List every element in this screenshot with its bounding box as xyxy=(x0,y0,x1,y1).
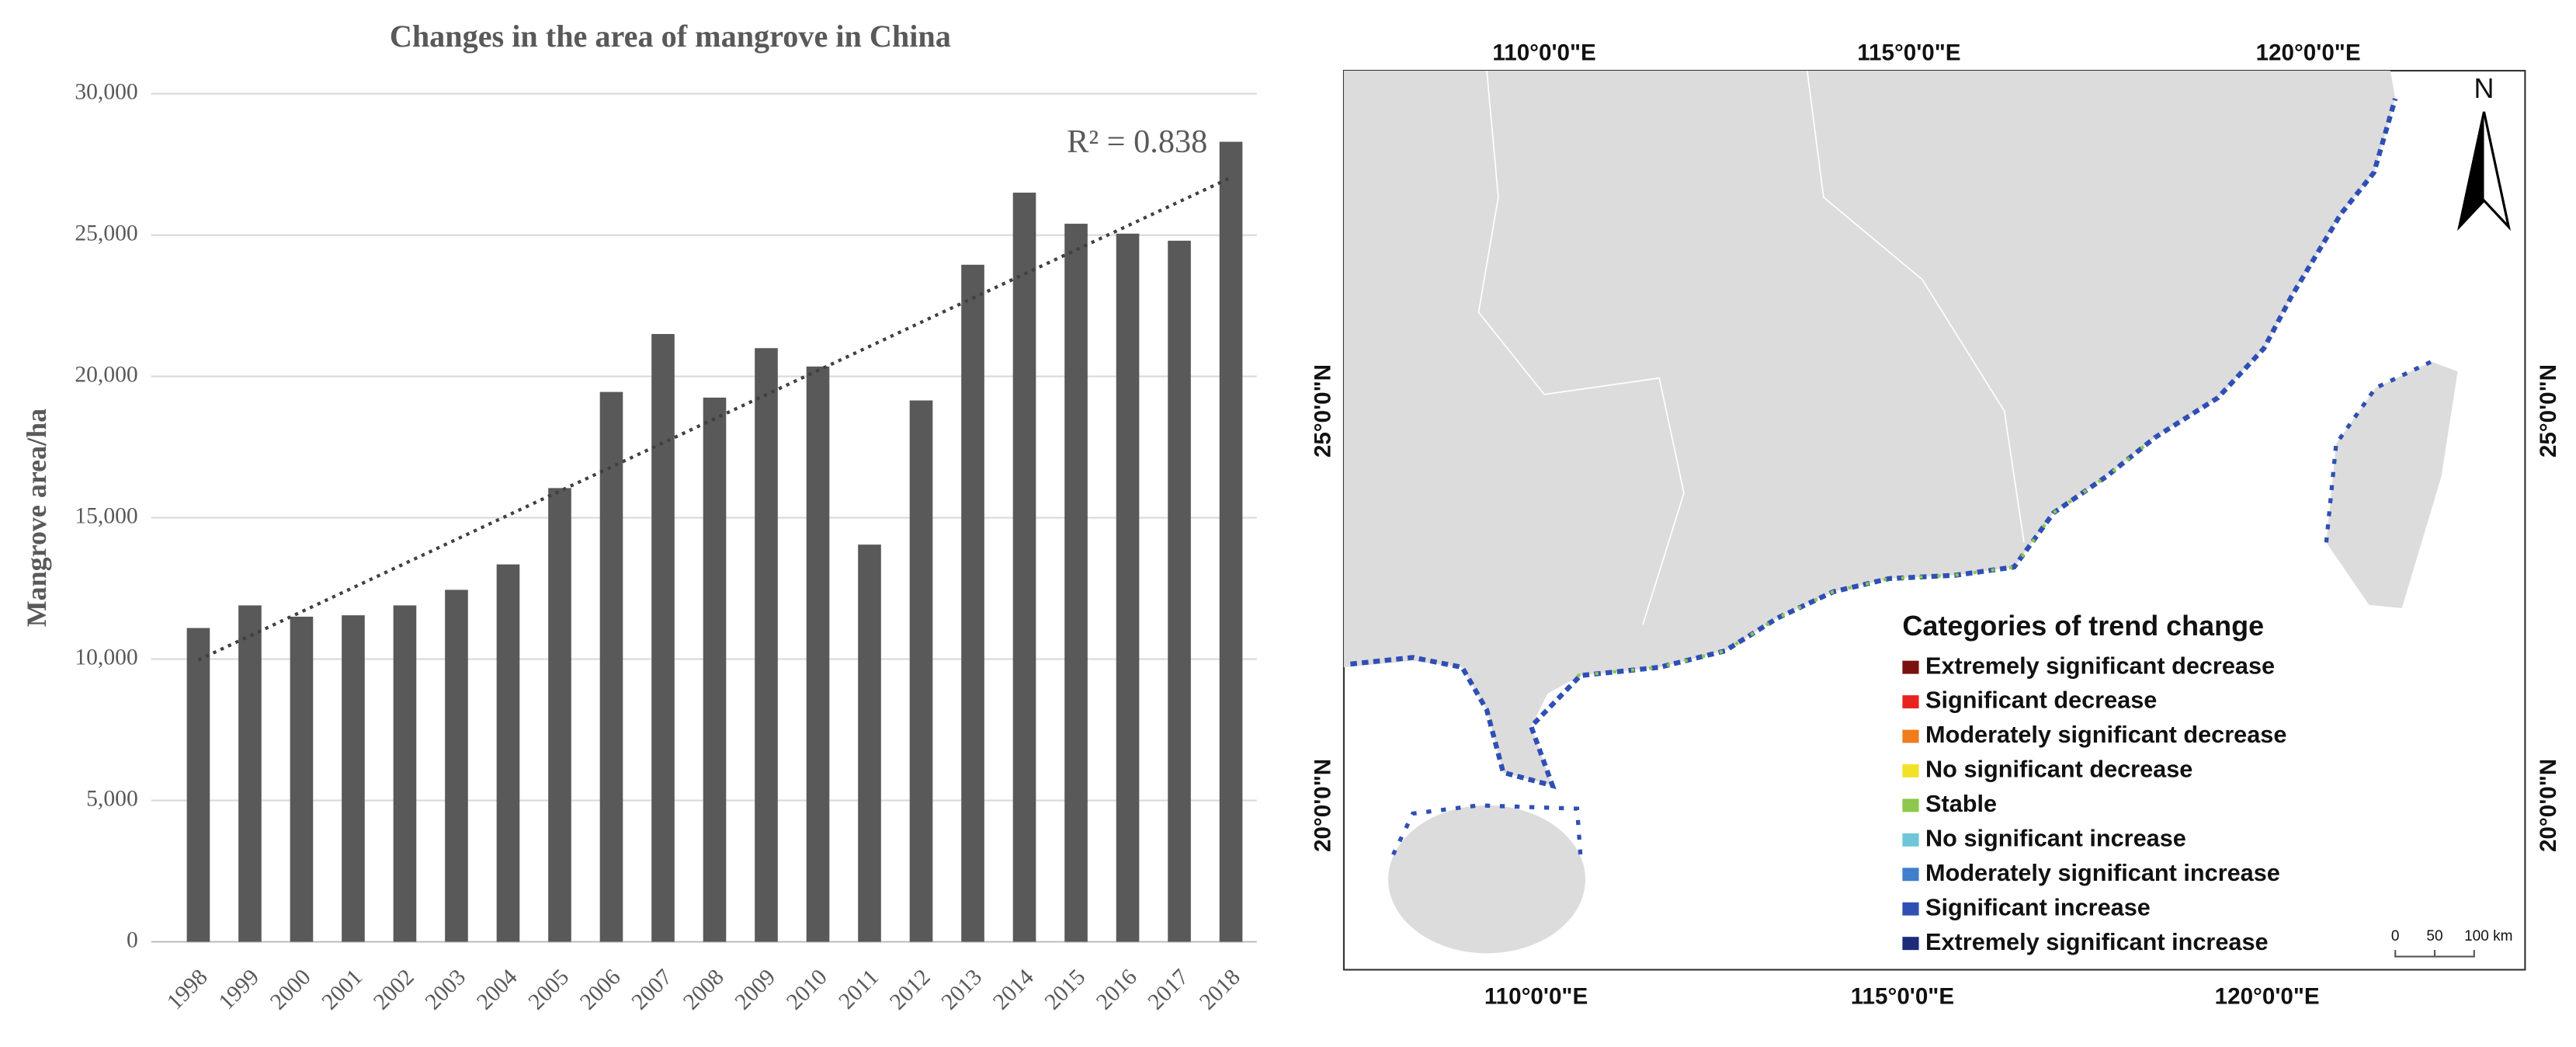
x-tick-label: 2007 xyxy=(627,965,678,1015)
bar xyxy=(393,605,417,942)
bar xyxy=(238,605,262,942)
y-tick-label: 30,000 xyxy=(75,79,137,104)
x-tick-label: 2003 xyxy=(421,965,471,1015)
trendline xyxy=(197,176,1232,662)
latitude-label: 25°0'0"N xyxy=(1310,364,1335,457)
y-tick-label: 25,000 xyxy=(75,221,137,245)
mainland xyxy=(1343,71,2396,786)
x-tick-label: 2008 xyxy=(679,965,729,1015)
bar xyxy=(755,348,778,942)
bar xyxy=(806,366,830,942)
legend-swatch xyxy=(1902,660,1919,674)
longitude-label: 120°0'0"E xyxy=(2215,983,2320,1009)
longitude-label: 115°0'0"E xyxy=(1857,40,1960,66)
x-tick-label: 2012 xyxy=(885,965,936,1015)
legend-label: Extremely significant decrease xyxy=(1925,652,2275,679)
y-tick-label: 15,000 xyxy=(75,503,137,528)
legend-label: No significant increase xyxy=(1925,824,2186,851)
bar xyxy=(909,400,933,942)
x-tick-label: 2010 xyxy=(782,965,832,1015)
bar xyxy=(496,564,520,942)
bar xyxy=(548,488,571,942)
legend-label: Extremely significant increase xyxy=(1925,928,2269,955)
longitude-label: 120°0'0"E xyxy=(2256,40,2361,66)
x-tick-label: 2009 xyxy=(731,965,781,1015)
x-tick-label: 2015 xyxy=(1040,965,1091,1015)
x-tick-label: 2011 xyxy=(834,965,884,1014)
bar xyxy=(703,397,727,942)
bar xyxy=(651,334,675,942)
coast-marks xyxy=(1350,98,2398,790)
x-tick-label: 2000 xyxy=(266,965,316,1015)
coast-marks xyxy=(1391,803,1583,856)
bar xyxy=(186,628,210,942)
x-tick-label: 2014 xyxy=(988,965,1039,1015)
hainan xyxy=(1388,805,1586,954)
x-tick-label: 2002 xyxy=(369,965,419,1015)
scale-label: 50 xyxy=(2426,928,2442,944)
longitude-label: 115°0'0"E xyxy=(1851,983,1954,1009)
bar xyxy=(1168,240,1191,942)
bar xyxy=(445,590,468,942)
legend-label: Moderately significant increase xyxy=(1925,859,2280,886)
scale-label: 100 km xyxy=(2464,928,2512,944)
legend-swatch xyxy=(1902,729,1919,743)
chart-title: Changes in the area of mangrove in China xyxy=(390,19,951,54)
bar xyxy=(342,615,365,942)
x-tick-label: 1999 xyxy=(214,965,265,1015)
bar xyxy=(290,616,314,942)
latitude-label: 20°0'0"N xyxy=(1310,759,1335,852)
x-tick-label: 2004 xyxy=(472,965,522,1015)
longitude-label: 110°0'0"E xyxy=(1492,40,1595,66)
longitude-label: 110°0'0"E xyxy=(1484,983,1588,1009)
x-tick-label: 2013 xyxy=(937,965,988,1015)
legend-swatch xyxy=(1902,937,1919,951)
x-tick-label: 2016 xyxy=(1092,965,1142,1015)
legend-label: No significant decrease xyxy=(1925,756,2192,783)
legend-swatch xyxy=(1902,902,1919,916)
y-tick-label: 10,000 xyxy=(75,645,137,670)
legend-label: Stable xyxy=(1925,790,1997,817)
latitude-label: 20°0'0"N xyxy=(2536,759,2561,852)
map: N 0 50 100 km Categories of trend change xyxy=(1342,69,2526,971)
coast-marks xyxy=(2324,360,2432,543)
legend-swatch xyxy=(1902,764,1919,777)
y-tick-label: 5,000 xyxy=(86,786,138,811)
north-arrow xyxy=(2459,111,2484,228)
legend-swatch xyxy=(1902,695,1919,709)
bar xyxy=(1012,193,1036,942)
legend-swatch xyxy=(1902,833,1919,847)
legend-label: Significant increase xyxy=(1925,893,2151,920)
north-label: N xyxy=(2474,72,2494,104)
y-tick-label: 0 xyxy=(127,927,138,952)
bar xyxy=(599,391,623,942)
x-tick-label: 2006 xyxy=(575,965,626,1015)
y-tick-label: 20,000 xyxy=(75,362,137,387)
legend-label: Significant decrease xyxy=(1925,687,2157,714)
legend-swatch xyxy=(1902,868,1919,882)
bar xyxy=(1064,224,1088,942)
x-tick-label: 1998 xyxy=(162,965,213,1015)
bar xyxy=(961,264,984,942)
x-tick-label: 2005 xyxy=(524,965,575,1015)
x-tick-label: 2018 xyxy=(1195,965,1245,1015)
bar xyxy=(858,544,881,942)
legend-swatch xyxy=(1902,798,1919,812)
legend-title: Categories of trend change xyxy=(1902,610,2264,642)
latitude-label: 25°0'0"N xyxy=(2536,364,2561,457)
scale-label: 0 xyxy=(2391,928,2400,944)
y-axis-label: Mangrove area/ha xyxy=(21,409,52,627)
border xyxy=(1806,70,2025,543)
bar xyxy=(1116,233,1140,942)
bar xyxy=(1219,141,1243,942)
x-tick-label: 2001 xyxy=(318,965,368,1015)
taiwan xyxy=(2326,361,2458,608)
x-tick-label: 2017 xyxy=(1144,965,1194,1015)
coast-marks xyxy=(1577,436,2157,677)
annotation: R² = 0.838 xyxy=(1067,123,1207,160)
border xyxy=(1477,70,1685,625)
legend-label: Moderately significant decrease xyxy=(1925,721,2286,748)
